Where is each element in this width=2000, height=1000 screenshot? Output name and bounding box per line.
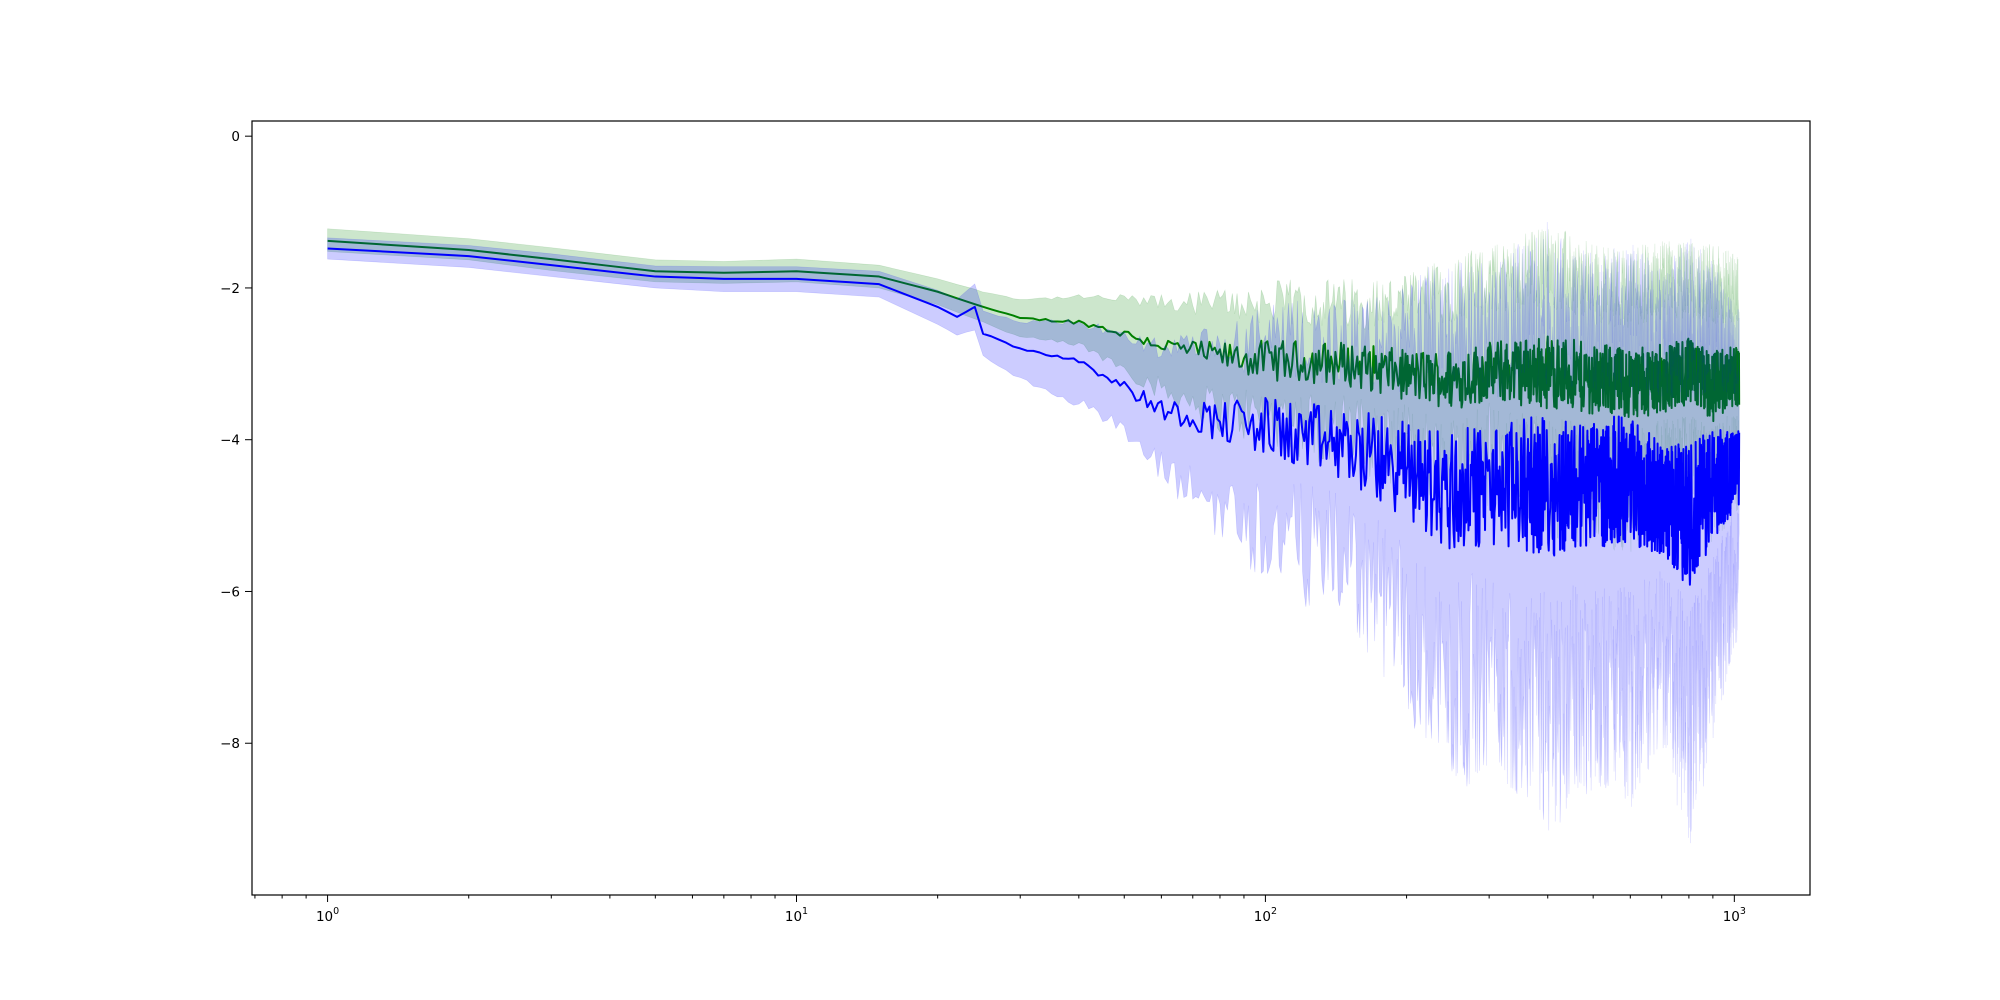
y-tick-label: −2 [220,281,240,297]
x-tick-base: 10 [785,909,802,925]
x-tick-exponent: 0 [333,906,339,917]
axes-frame [251,120,1811,896]
x-tick-label: 102 [1254,906,1277,925]
y-axis: 0 −2 −4 −6 −8 [220,129,252,752]
x-axis: 100 101 102 103 [254,895,1746,925]
y-tick-label: −4 [220,433,240,449]
x-tick-exponent: 1 [802,906,808,917]
x-tick-exponent: 3 [1740,906,1746,917]
y-tick-label: 0 [231,129,240,145]
x-tick-exponent: 2 [1271,906,1277,917]
x-tick-base: 10 [1723,909,1740,925]
series-2-line [327,247,1741,586]
x-tick-label: 100 [316,906,339,925]
series-2-confidence-band [327,222,1740,844]
plot-area [327,222,1741,844]
x-tick-base: 10 [316,909,333,925]
series-2-group [327,222,1741,844]
x-tick-label: 101 [785,906,808,925]
y-tick-label: −6 [220,584,240,600]
x-tick-base: 10 [1254,909,1271,925]
y-tick-label: −8 [220,736,240,752]
x-tick-label: 103 [1723,906,1746,925]
series-1-line [327,239,1741,423]
